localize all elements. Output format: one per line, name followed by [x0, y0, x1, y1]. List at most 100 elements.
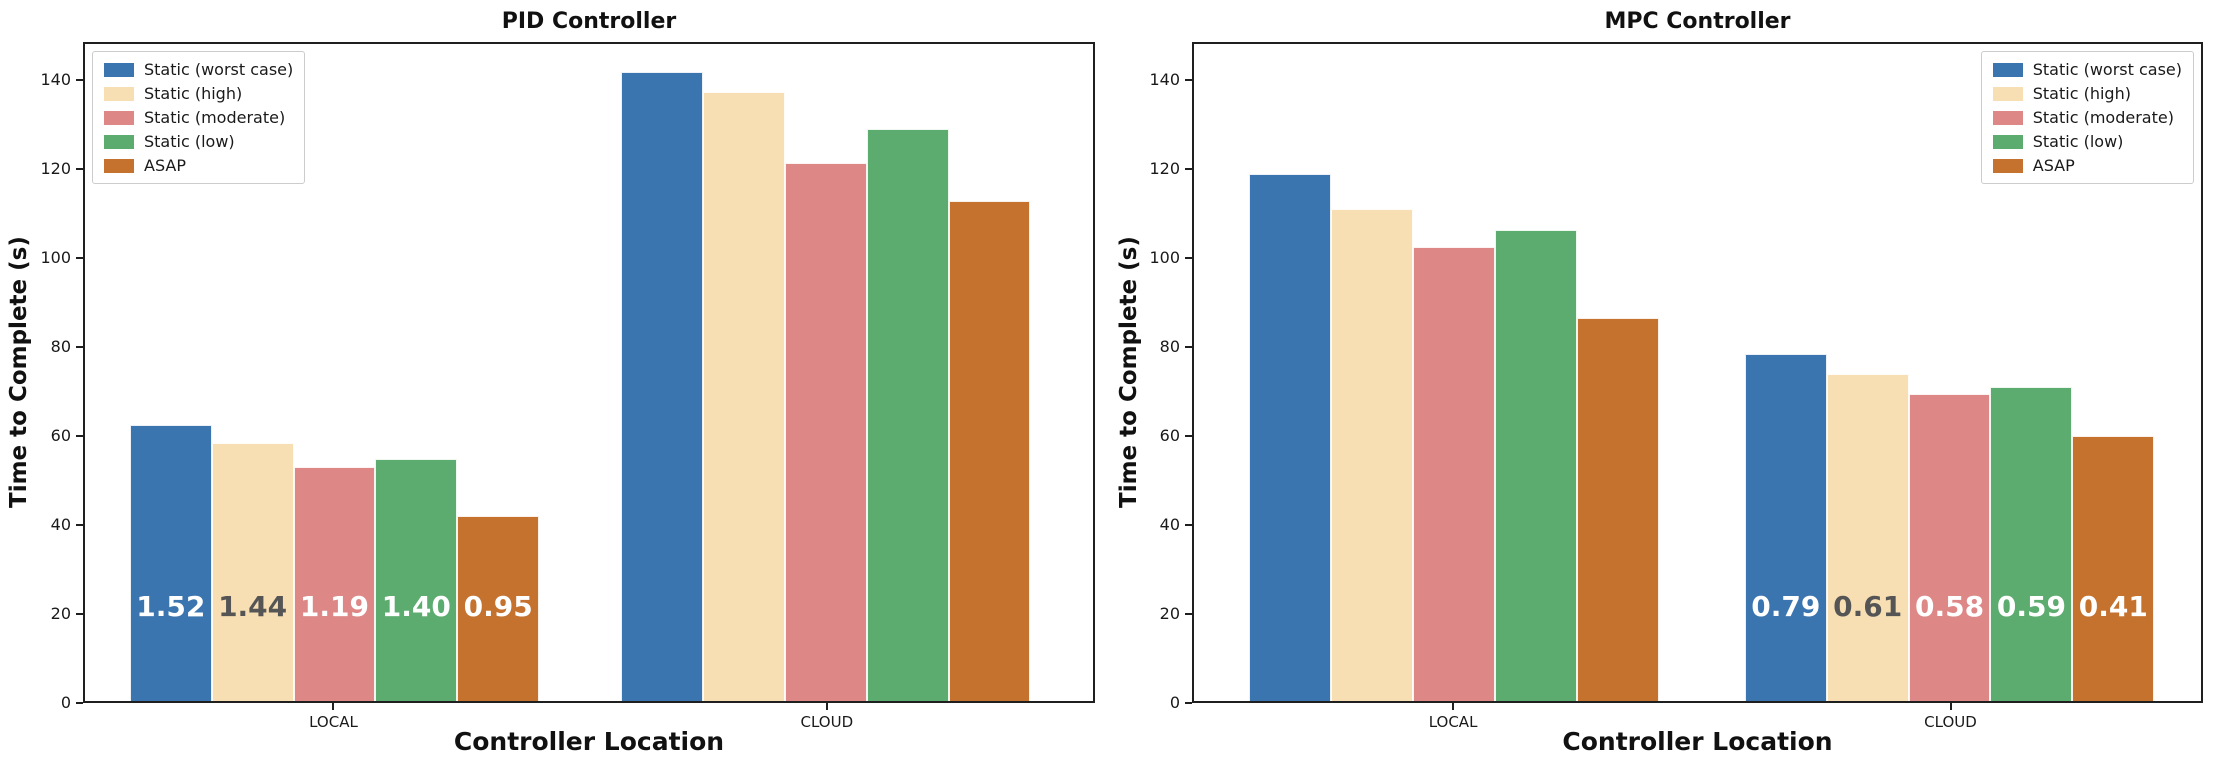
y-tick-label: 140 — [1149, 70, 1180, 90]
legend-item-label: Static (moderate) — [2032, 108, 2174, 127]
y-tick-mark — [76, 524, 83, 527]
bar-group-local: 1.52 1.44 1.19 1.40 0.95 — [129, 44, 540, 701]
legend-item-label: Static (high) — [2032, 84, 2131, 103]
bar: 1.52 — [129, 425, 212, 701]
y-tick-label: 60 — [50, 426, 71, 446]
y-tick-label: 120 — [40, 159, 71, 179]
bar-value-label: 1.40 — [381, 590, 451, 623]
x-tick-label: LOCAL — [1428, 713, 1478, 731]
y-tick-mark — [76, 702, 83, 704]
legend-item: Static (low) — [1992, 132, 2182, 151]
legend-color-swatch — [1992, 110, 2023, 125]
legend: Static (worst case) Static (high) Static (… — [92, 51, 306, 184]
bar-value-label: 0.41 — [2078, 590, 2148, 623]
y-tick-label: 20 — [1159, 604, 1180, 624]
bar — [1576, 318, 1659, 701]
legend-item: ASAP — [1992, 156, 2182, 175]
bar: 1.44 — [211, 443, 294, 701]
legend-color-swatch — [1992, 62, 2023, 77]
legend-item-label: Static (moderate) — [144, 108, 286, 127]
x-tick-mark — [825, 703, 828, 710]
y-tick-mark — [1185, 613, 1192, 616]
legend-item: Static (worst case) — [1992, 60, 2182, 79]
y-tick-label: 0 — [60, 693, 71, 712]
bar: 0.41 — [2072, 436, 2155, 701]
y-tick-mark — [1185, 168, 1192, 171]
legend-item-label: ASAP — [144, 156, 186, 175]
mpc-y-axis-label: Time to Complete (s) — [1116, 236, 1142, 509]
legend-item-label: Static (worst case) — [2032, 60, 2182, 79]
bar: 1.40 — [375, 458, 458, 701]
bar-value-label: 0.59 — [1996, 590, 2066, 623]
y-tick-label: 100 — [1149, 248, 1180, 268]
legend-color-swatch — [104, 86, 134, 101]
legend-item: Static (low) — [104, 133, 293, 150]
legend-item: Static (moderate) — [104, 109, 293, 126]
legend-color-swatch — [1992, 86, 2023, 101]
y-tick-mark — [1185, 435, 1192, 438]
y-tick-label: 40 — [50, 515, 71, 535]
bar-value-label: 0.58 — [1914, 590, 1985, 623]
mpc-x-axis-label: Controller Location — [1562, 727, 1833, 756]
bar-value-label: 0.61 — [1833, 590, 1903, 623]
x-tick-label: LOCAL — [309, 713, 358, 731]
legend-item-label: Static (low) — [2032, 132, 2124, 151]
y-tick-mark — [76, 613, 83, 616]
legend-color-swatch — [104, 134, 134, 149]
y-tick-mark — [76, 346, 83, 349]
y-tick-mark — [1185, 702, 1192, 704]
bar: 0.79 — [1744, 354, 1827, 701]
bar: 1.19 — [293, 467, 376, 701]
x-tick-mark — [1452, 703, 1455, 710]
pid-x-axis-label: Controller Location — [453, 727, 725, 756]
bar-value-label: 1.44 — [218, 590, 288, 623]
bar — [1495, 229, 1577, 701]
y-tick-mark — [1185, 524, 1192, 527]
legend-item: Static (moderate) — [1992, 108, 2182, 127]
bar: 0.61 — [1826, 374, 1909, 701]
y-tick-label: 120 — [1149, 159, 1180, 179]
bar-value-label: 0.79 — [1751, 590, 1821, 623]
bar-value-label: 1.52 — [136, 590, 206, 623]
pid-chart-title: PID Controller — [501, 9, 677, 34]
legend-color-swatch — [1992, 158, 2023, 173]
x-tick-mark — [332, 703, 335, 710]
y-tick-mark — [1185, 257, 1192, 260]
x-tick-label: CLOUD — [800, 713, 854, 731]
legend-item-label: Static (low) — [144, 132, 235, 151]
legend-item: Static (high) — [104, 85, 293, 102]
legend-item-label: Static (high) — [144, 84, 243, 103]
legend-color-swatch — [104, 62, 134, 77]
y-tick-mark — [76, 79, 83, 82]
bar-group-cloud: 0.79 0.61 0.58 0.59 0.41 — [1744, 44, 2155, 701]
y-tick-label: 0 — [1169, 693, 1180, 712]
legend-color-swatch — [1992, 134, 2023, 149]
x-tick-mark — [1949, 703, 1952, 710]
mpc-plot-area: 0.79 0.61 0.58 0.59 0.41 Static (worst case) S… — [1192, 42, 2203, 703]
pid-plot-area: 1.52 1.44 1.19 1.40 0.95 Static (worst case) S… — [83, 42, 1095, 703]
bar — [784, 162, 867, 701]
bar — [866, 129, 949, 701]
y-tick-label: 60 — [1159, 426, 1180, 446]
bar-value-label: 1.19 — [299, 590, 369, 623]
x-tick-label: CLOUD — [1924, 713, 1977, 731]
legend-item: ASAP — [104, 157, 293, 174]
y-tick-mark — [76, 168, 83, 171]
mpc-chart-title: MPC Controller — [1604, 9, 1791, 34]
bar: 0.95 — [457, 516, 540, 701]
bar — [1413, 247, 1495, 701]
y-tick-mark — [76, 435, 83, 438]
bar — [1331, 209, 1414, 701]
bar — [703, 91, 785, 701]
bar-value-label: 0.95 — [463, 590, 533, 623]
bar — [1249, 173, 1332, 701]
legend-item-label: ASAP — [2032, 156, 2075, 175]
legend-item: Static (worst case) — [104, 61, 293, 78]
bar-group-local — [1249, 44, 1659, 701]
bar-group-cloud — [621, 44, 1031, 701]
y-tick-mark — [76, 257, 83, 260]
bar — [948, 200, 1031, 701]
y-tick-label: 20 — [50, 604, 71, 624]
bar: 0.58 — [1908, 394, 1991, 701]
